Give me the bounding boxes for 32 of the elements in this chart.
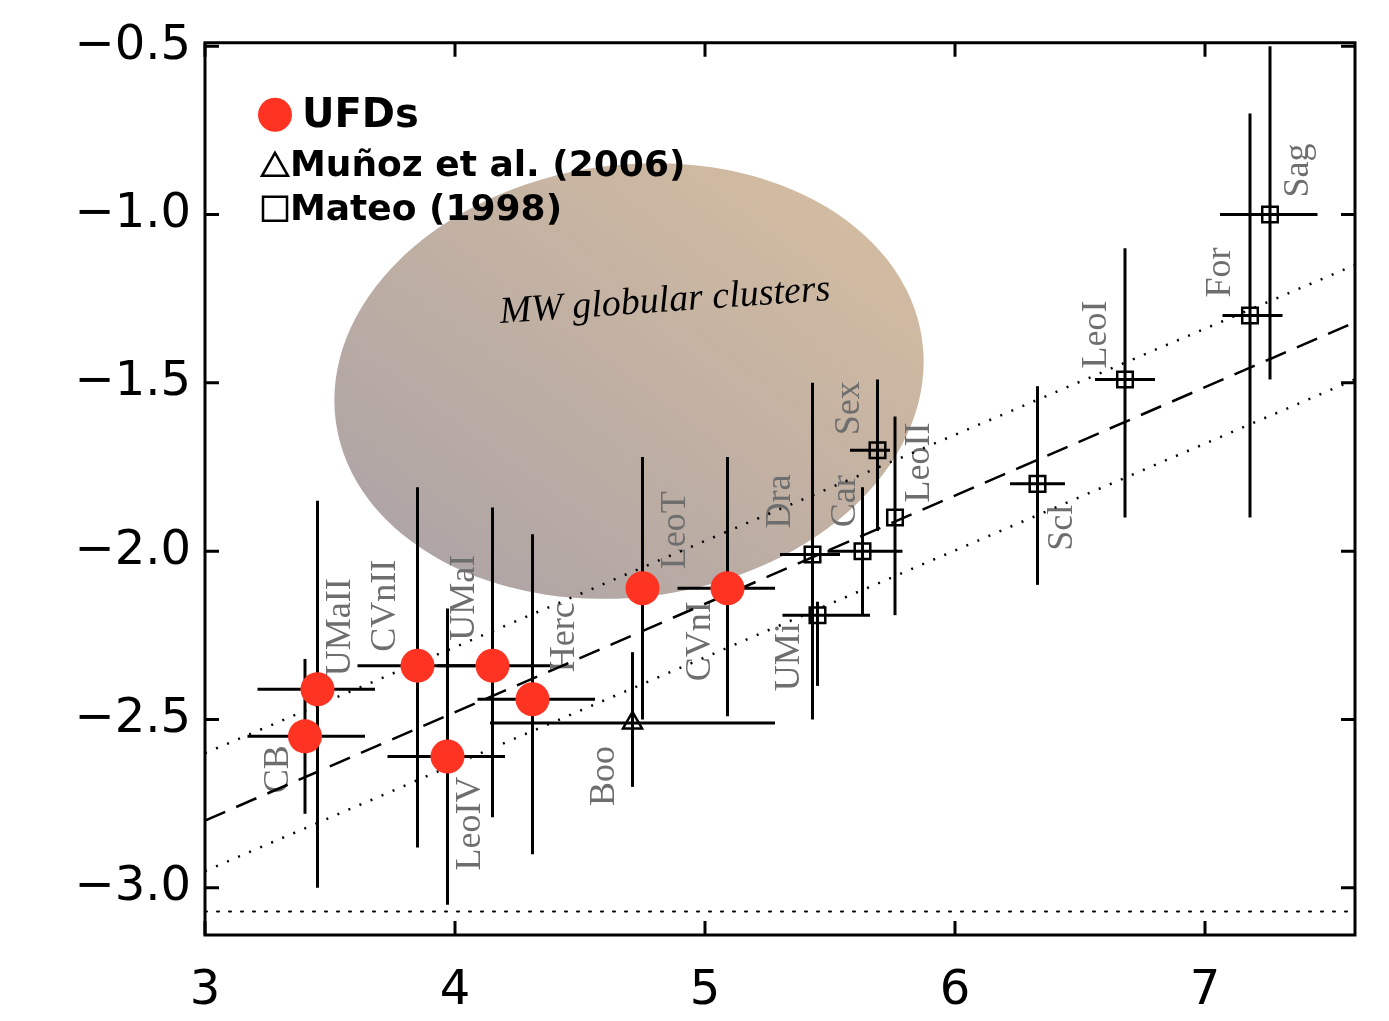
y-tick-label: −2.0 (74, 518, 191, 575)
annotation: Herc (541, 602, 582, 673)
annotation: Boo (581, 745, 622, 806)
legend-label: Muñoz et al. (2006) (290, 143, 686, 185)
y-tick-label: −3.0 (74, 855, 191, 912)
annotation: CVnI (677, 601, 718, 682)
annotation: MW globular clusters (497, 265, 832, 332)
annotation: LeoI (1074, 300, 1115, 369)
annotation: UMi (766, 623, 807, 692)
x-tick-label: 3 (189, 959, 221, 1016)
x-tick-label: 7 (1189, 959, 1221, 1016)
y-tick-label: −1.5 (74, 350, 191, 407)
annotation: UMaII (317, 578, 358, 677)
y-tick-label: −1.0 (74, 181, 191, 238)
annotation: Dra (757, 474, 798, 529)
y-tick-label: −2.5 (74, 686, 191, 743)
legend-label: UFDs (302, 90, 419, 137)
annotation: LeoIV (447, 776, 488, 871)
annotation: UMaI (441, 554, 482, 641)
annotation: Scl (1039, 504, 1080, 551)
x-tick-label: 5 (689, 959, 721, 1016)
annotation: LeoII (897, 422, 938, 503)
x-tick-label: 6 (939, 959, 971, 1016)
x-tick-label: 4 (439, 959, 471, 1016)
annotation: LeoT (652, 491, 693, 570)
annotation: Car (822, 475, 863, 528)
annotation: For (1198, 247, 1239, 298)
y-tick-label: −0.5 (74, 13, 191, 70)
annotation: Sex (826, 381, 867, 436)
legend-label: Mateo (1998) (290, 187, 563, 229)
annotation: CVnII (362, 559, 403, 652)
annotation: Sag (1276, 143, 1317, 198)
